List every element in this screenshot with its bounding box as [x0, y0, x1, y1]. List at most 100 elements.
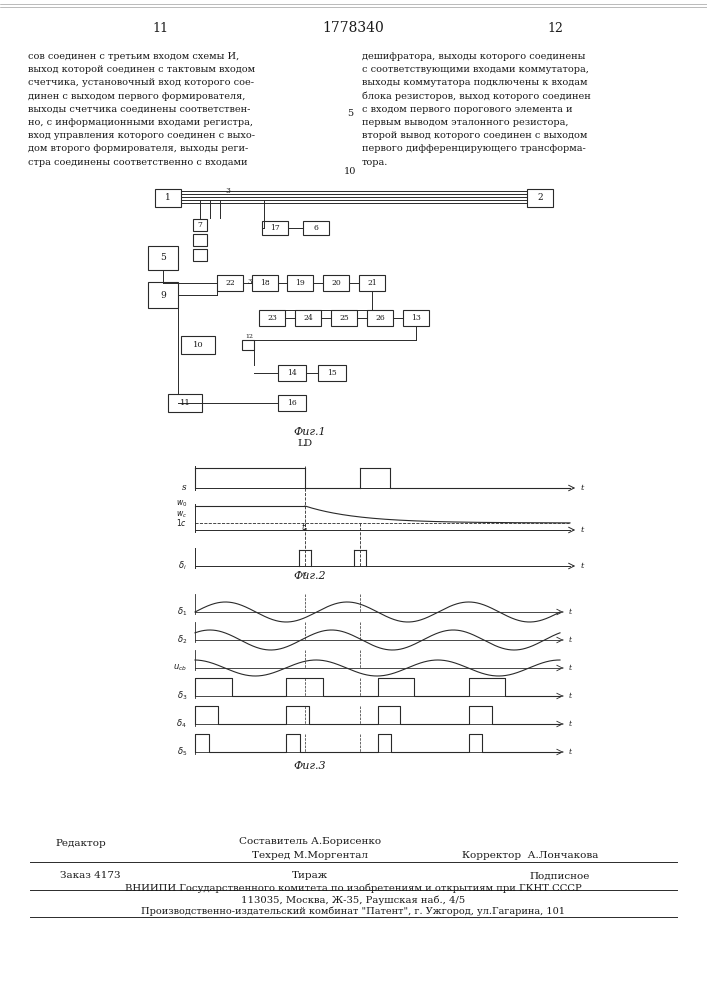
Text: дешифратора, выходы которого соединены: дешифратора, выходы которого соединены: [362, 52, 585, 61]
Text: Редактор: Редактор: [55, 840, 106, 848]
Text: 24: 24: [303, 314, 313, 322]
Text: t: t: [581, 526, 585, 534]
Bar: [193, 234, 207, 246]
Text: 14: 14: [287, 369, 297, 377]
Text: Подписное: Подписное: [530, 871, 590, 880]
Text: Фиг.2: Фиг.2: [293, 571, 327, 581]
Bar: [259, 310, 285, 326]
Bar: [193, 219, 207, 231]
Bar: [155, 189, 181, 207]
Text: 7: 7: [197, 221, 202, 229]
Text: выходы счетчика соединены соответствен-: выходы счетчика соединены соответствен-: [28, 105, 250, 114]
Text: 26: 26: [375, 314, 385, 322]
Text: $w_0$: $w_0$: [175, 499, 187, 509]
Text: ВНИИПИ Государственного комитета по изобретениям и открытиям при ГКНТ СССР: ВНИИПИ Государственного комитета по изоб…: [124, 883, 581, 893]
Text: 5: 5: [160, 253, 166, 262]
Text: 10: 10: [193, 341, 204, 349]
Text: $t_o$: $t_o$: [301, 522, 309, 534]
Bar: [331, 310, 357, 326]
Text: счетчика, установочный вход которого сое-: счетчика, установочный вход которого сое…: [28, 78, 254, 87]
Text: 12: 12: [547, 21, 563, 34]
Text: 2: 2: [537, 194, 543, 202]
Bar: [367, 310, 393, 326]
Bar: [168, 394, 202, 412]
Text: 3: 3: [248, 278, 252, 286]
Text: Техред М.Моргентал: Техред М.Моргентал: [252, 850, 368, 859]
Text: t: t: [569, 720, 572, 728]
Text: сов соединен с третьим входом схемы И,: сов соединен с третьим входом схемы И,: [28, 52, 239, 61]
Bar: [252, 275, 278, 291]
Text: $\delta_5$: $\delta_5$: [177, 746, 187, 758]
Text: дом второго формирователя, выходы реги-: дом второго формирователя, выходы реги-: [28, 144, 248, 153]
Text: динен с выходом первого формирователя,: динен с выходом первого формирователя,: [28, 92, 245, 101]
Text: 3: 3: [226, 187, 230, 195]
Text: Фиг.1: Фиг.1: [293, 427, 327, 437]
Bar: [287, 275, 313, 291]
Text: $\delta_1$: $\delta_1$: [177, 606, 187, 618]
Text: t: t: [569, 748, 572, 756]
Text: 23: 23: [267, 314, 277, 322]
Text: 6: 6: [314, 224, 318, 232]
Text: $\delta_2$: $\delta_2$: [177, 634, 187, 646]
Bar: [323, 275, 349, 291]
Text: второй вывод которого соединен с выходом: второй вывод которого соединен с выходом: [362, 131, 588, 140]
Text: 16: 16: [287, 399, 297, 407]
Text: 1778340: 1778340: [322, 21, 384, 35]
Text: Составитель А.Борисенко: Составитель А.Борисенко: [239, 838, 381, 846]
Text: t: t: [569, 692, 572, 700]
Bar: [295, 310, 321, 326]
Text: вход управления которого соединен с выхо-: вход управления которого соединен с выхо…: [28, 131, 255, 140]
Text: 21: 21: [367, 279, 377, 287]
Text: t: t: [581, 484, 585, 492]
Text: $w_c$: $w_c$: [176, 510, 187, 520]
Text: 17: 17: [270, 224, 280, 232]
Bar: [181, 336, 215, 354]
Text: t: t: [569, 608, 572, 616]
Text: t: t: [569, 636, 572, 644]
Bar: [318, 365, 346, 381]
Text: 9: 9: [160, 290, 166, 300]
Text: τ: τ: [303, 570, 307, 578]
Text: Заказ 4173: Заказ 4173: [60, 871, 121, 880]
Text: тора.: тора.: [362, 158, 388, 167]
Text: LD: LD: [298, 440, 312, 448]
Text: блока резисторов, выход которого соединен: блока резисторов, выход которого соедине…: [362, 92, 591, 101]
Text: t: t: [581, 562, 585, 570]
Bar: [403, 310, 429, 326]
Text: 5: 5: [347, 109, 353, 118]
Bar: [359, 275, 385, 291]
Text: стра соединены соответственно с входами: стра соединены соответственно с входами: [28, 158, 247, 167]
Text: с входом первого порогового элемента и: с входом первого порогового элемента и: [362, 105, 573, 114]
Text: 11: 11: [152, 21, 168, 34]
Text: 10: 10: [344, 167, 356, 176]
Text: s: s: [182, 484, 187, 492]
Text: $u_{cb}$: $u_{cb}$: [173, 663, 187, 673]
Bar: [278, 395, 306, 411]
Text: 25: 25: [339, 314, 349, 322]
Bar: [262, 221, 288, 235]
Bar: [303, 221, 329, 235]
Text: Фиг.3: Фиг.3: [293, 761, 327, 771]
Bar: [148, 282, 178, 308]
Text: Производственно-издательский комбинат "Патент", г. Ужгород, ул.Гагарина, 101: Производственно-издательский комбинат "П…: [141, 906, 565, 916]
Text: первого дифференцирующего трансформа-: первого дифференцирующего трансформа-: [362, 144, 586, 153]
Text: t: t: [569, 664, 572, 672]
Text: 113035, Москва, Ж-35, Раушская наб., 4/5: 113035, Москва, Ж-35, Раушская наб., 4/5: [241, 895, 465, 905]
Text: Тираж: Тираж: [292, 871, 328, 880]
Text: $\delta_4$: $\delta_4$: [177, 718, 187, 730]
Bar: [217, 275, 243, 291]
Text: $1c$: $1c$: [176, 518, 187, 528]
Text: с соответствующими входами коммутатора,: с соответствующими входами коммутатора,: [362, 65, 589, 74]
Text: 12: 12: [245, 334, 253, 340]
Bar: [527, 189, 553, 207]
Text: 11: 11: [180, 399, 190, 407]
Text: 13: 13: [411, 314, 421, 322]
Bar: [148, 246, 178, 270]
Bar: [193, 249, 207, 261]
Text: 15: 15: [327, 369, 337, 377]
Text: но, с информационными входами регистра,: но, с информационными входами регистра,: [28, 118, 253, 127]
Text: $\delta_i$: $\delta_i$: [178, 560, 187, 572]
Bar: [242, 340, 254, 350]
Text: Корректор  А.Лончакова: Корректор А.Лончакова: [462, 850, 598, 859]
Text: 20: 20: [331, 279, 341, 287]
